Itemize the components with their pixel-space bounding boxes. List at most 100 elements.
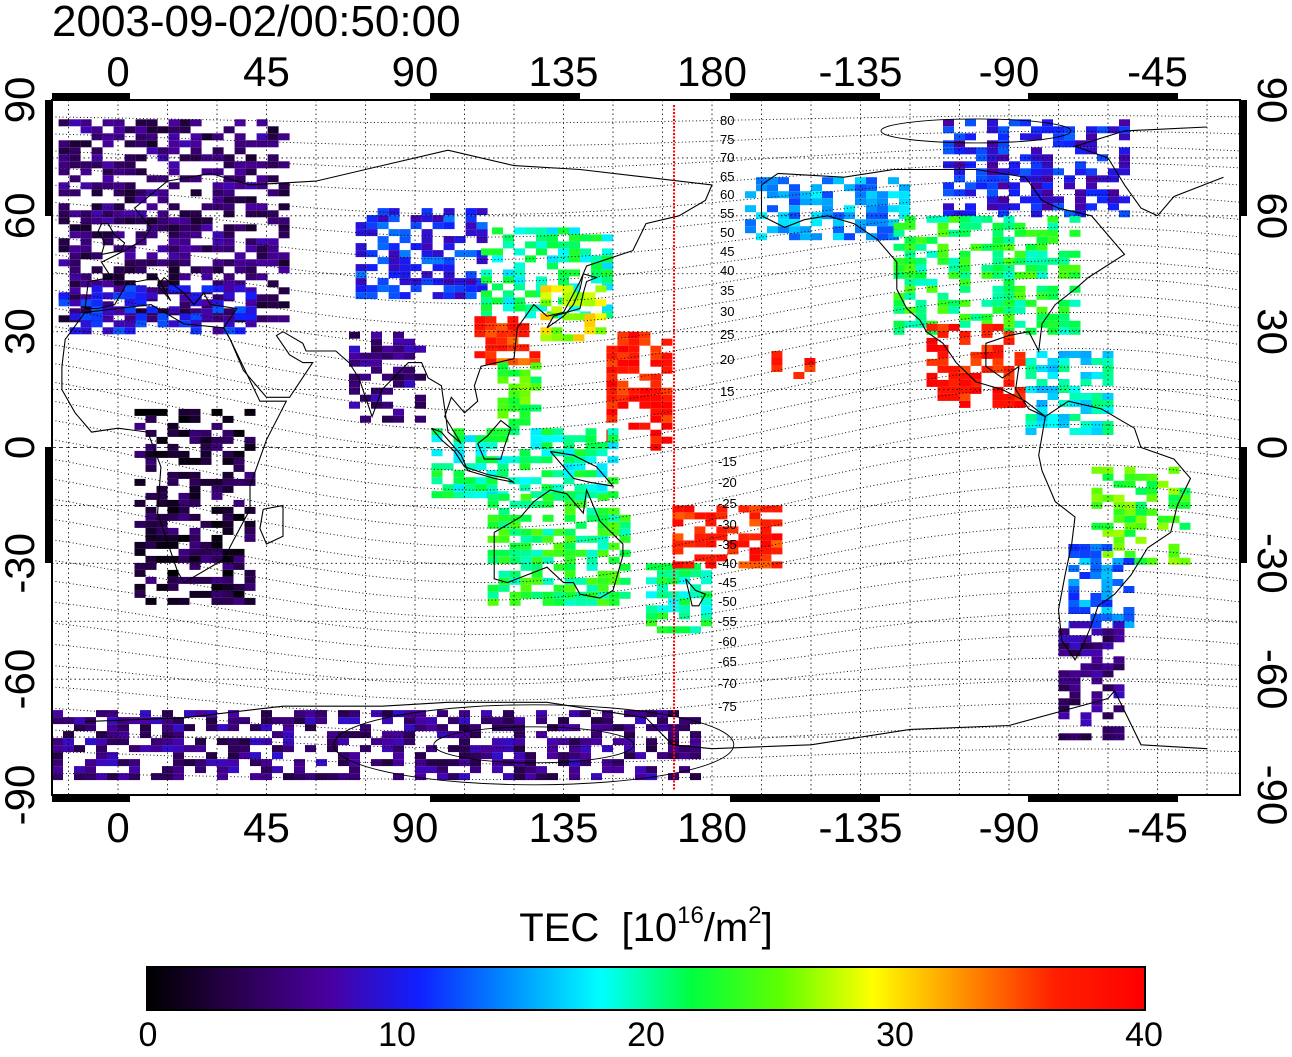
tec-pixel — [58, 168, 70, 176]
tec-pixel — [672, 505, 684, 513]
tec-pixel — [992, 292, 1004, 300]
tec-pixel — [349, 752, 360, 760]
tec-pixel — [201, 299, 213, 307]
tec-pixel — [1003, 320, 1015, 328]
tec-pixel — [519, 397, 531, 405]
tec-pixel — [1080, 393, 1092, 400]
lat-tick-label-left: 90 — [0, 77, 43, 124]
tec-pixel — [563, 449, 575, 457]
tec-pixel — [1014, 229, 1026, 237]
tec-pixel — [85, 738, 96, 746]
tec-pixel — [481, 311, 492, 319]
tec-pixel — [267, 175, 279, 183]
tec-pixel — [145, 506, 157, 514]
tec-pixel — [619, 528, 631, 536]
tec-pixel — [530, 456, 542, 464]
tec-pixel — [507, 330, 519, 338]
tec-pixel — [668, 710, 679, 718]
tec-pixel — [564, 535, 576, 543]
tec-pixel — [1036, 236, 1048, 244]
tec-pixel — [992, 393, 1004, 401]
tec-pixel — [1069, 351, 1081, 358]
tec-pixel — [635, 752, 646, 760]
tec-pixel — [244, 520, 256, 528]
tec-pixel — [201, 154, 213, 162]
tec-pixel — [540, 292, 552, 300]
tec-pixel — [531, 528, 543, 536]
tec-pixel — [943, 119, 954, 127]
tec-pixel — [519, 369, 531, 377]
tec-pixel — [606, 387, 618, 395]
tec-pixel — [624, 752, 635, 760]
tec-pixel — [650, 436, 662, 444]
tec-pixel — [541, 435, 553, 443]
colorbar-tick-label: 30 — [876, 1016, 914, 1054]
tec-pixel — [519, 404, 531, 412]
tec-pixel — [107, 724, 118, 732]
tec-pixel — [474, 316, 486, 324]
tec-pixel — [1080, 670, 1092, 678]
tec-pixel — [415, 773, 426, 781]
tec-pixel — [223, 259, 235, 267]
tec-pixel — [69, 161, 81, 169]
tec-pixel — [58, 119, 70, 127]
tec-pixel — [1079, 572, 1091, 579]
tec-pixel — [519, 449, 531, 457]
tec-pixel — [464, 463, 476, 471]
tec-pixel — [74, 717, 85, 725]
tec-pixel — [562, 299, 574, 307]
tec-pixel — [998, 154, 1009, 162]
tec-pixel — [965, 147, 976, 155]
tec-pixel — [507, 316, 519, 324]
tec-pixel — [349, 773, 360, 781]
tec-pixel — [551, 334, 563, 342]
tec-pixel — [646, 619, 657, 627]
tec-pixel — [514, 773, 525, 781]
tec-pixel — [190, 224, 202, 232]
tec-pixel — [1036, 421, 1048, 428]
tec-pixel — [937, 323, 949, 331]
tec-pixel — [410, 243, 422, 251]
tec-pixel — [1036, 365, 1048, 372]
tec-pixel — [606, 366, 618, 374]
tec-pixel — [145, 513, 157, 521]
tec-pixel — [189, 492, 201, 500]
tec-pixel — [866, 205, 877, 213]
tec-pixel — [1036, 306, 1048, 314]
tec-pixel — [574, 435, 586, 443]
tec-pixel — [1069, 250, 1081, 258]
tec-pixel — [509, 577, 521, 585]
tec-pixel — [190, 175, 202, 183]
tec-pixel — [553, 542, 565, 550]
tec-pixel — [162, 773, 173, 781]
tec-pixel — [1113, 515, 1125, 523]
tec-pixel — [371, 738, 382, 746]
tec-pixel — [525, 766, 536, 774]
tec-pixel — [217, 738, 228, 746]
tec-pixel — [63, 738, 74, 746]
tec-pixel — [1025, 414, 1037, 421]
tec-pixel — [465, 208, 477, 216]
tec-pixel — [668, 626, 679, 634]
tec-pixel — [650, 394, 662, 402]
tec-pixel — [525, 752, 536, 760]
tec-pixel — [305, 773, 316, 781]
tec-pixel — [904, 306, 916, 314]
tec-pixel — [1014, 306, 1026, 314]
tec-pixel — [602, 276, 613, 284]
tec-pixel — [157, 217, 169, 225]
tec-pixel — [1042, 203, 1053, 211]
tec-pixel — [437, 773, 448, 781]
tec-pixel — [531, 500, 543, 508]
tec-pixel — [564, 556, 576, 564]
tec-pixel — [228, 724, 239, 732]
tec-pixel — [124, 306, 136, 314]
tec-pixel — [1146, 557, 1158, 565]
contour-label: 60 — [720, 187, 734, 202]
tec-pixel — [1068, 551, 1080, 558]
tec-pixel — [1003, 372, 1015, 380]
tec-pixel — [134, 499, 146, 507]
tec-pixel — [690, 773, 701, 781]
tec-pixel — [157, 196, 169, 204]
tec-pixel — [514, 248, 525, 256]
